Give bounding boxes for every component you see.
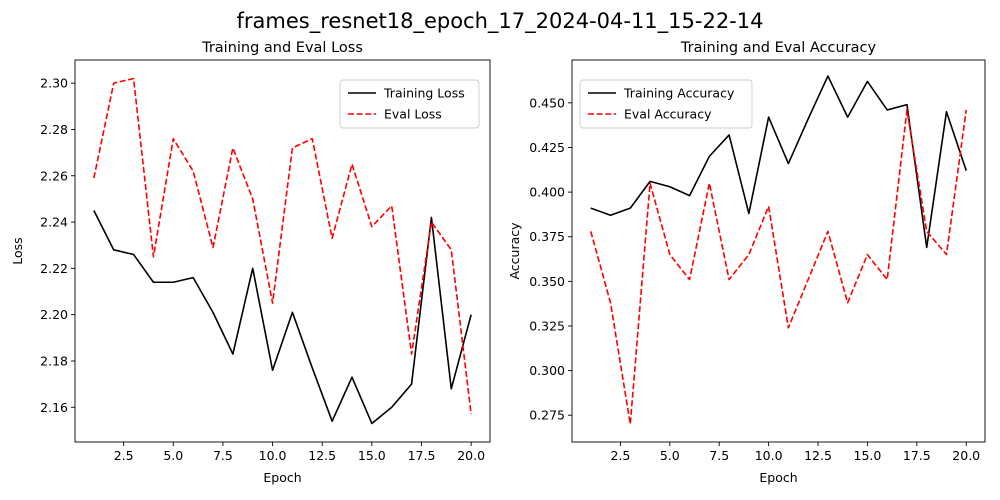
- y-tick-label: 2.24: [40, 215, 68, 230]
- y-tick-label: 0.375: [529, 229, 565, 244]
- y-tick-label: 0.300: [529, 363, 565, 378]
- y-tick-label: 0.450: [529, 95, 565, 110]
- legend-label: Eval Accuracy: [624, 107, 712, 122]
- x-tick-label: 20.0: [457, 448, 485, 463]
- accuracy-chart: Training and Eval Accuracy 2.5 5.0 7.5 10.0 1…: [507, 40, 986, 485]
- x-tick-label: 7.5: [709, 448, 729, 463]
- x-tick-label: 2.5: [610, 448, 630, 463]
- series-line-eval-accuracy: [589, 109, 968, 425]
- y-axis-label: Loss: [10, 237, 25, 264]
- y-tick-label: 0.325: [529, 318, 565, 333]
- loss-chart: Training and Eval Loss 2.5 5.0 7.5 10.0 12.5 1…: [10, 40, 491, 485]
- y-tick-label: 0.350: [529, 274, 565, 289]
- y-axis-label: Accuracy: [507, 222, 522, 280]
- legend-label: Eval Loss: [384, 107, 442, 122]
- chart-title: Training and Eval Loss: [201, 40, 363, 56]
- legend-label: Training Accuracy: [623, 86, 735, 101]
- series-line-training-accuracy: [590, 75, 967, 249]
- x-tick-label: 15.0: [358, 448, 386, 463]
- x-tick-label: 5.0: [163, 448, 183, 463]
- plot-frame: [571, 59, 986, 443]
- x-tick-label: 12.5: [804, 448, 832, 463]
- y-tick-label: 2.18: [40, 353, 68, 368]
- y-tick-label: 2.22: [40, 261, 68, 276]
- x-tick-label: 5.0: [660, 448, 680, 463]
- x-tick-label: 10.0: [755, 448, 783, 463]
- x-tick-label: 15.0: [854, 448, 882, 463]
- legend: Training Accuracy Eval Accuracy: [579, 79, 753, 129]
- series-line-eval-loss: [93, 77, 472, 415]
- y-tick-label: 2.26: [40, 168, 68, 183]
- x-tick-label: 7.5: [213, 448, 233, 463]
- x-axis-label: Epoch: [263, 470, 301, 485]
- legend-box: [579, 79, 753, 129]
- y-tick-label: 0.425: [529, 140, 565, 155]
- x-axis-label: Epoch: [759, 470, 797, 485]
- y-tick-label: 2.16: [40, 400, 68, 415]
- x-tick-label: 17.5: [408, 448, 436, 463]
- y-tick-label: 0.275: [529, 408, 565, 423]
- y-tick-label: 2.30: [40, 76, 68, 91]
- legend: Training Loss Eval Loss: [339, 79, 480, 129]
- x-tick-label: 12.5: [308, 448, 336, 463]
- legend-label: Training Loss: [383, 86, 465, 101]
- x-tick-label: 2.5: [114, 448, 134, 463]
- y-tick-label: 0.400: [529, 185, 565, 200]
- x-tick-label: 10.0: [259, 448, 287, 463]
- figure-suptitle: frames_resnet18_epoch_17_2024-04-11_15-2…: [237, 9, 764, 34]
- plot-frame: [74, 59, 491, 443]
- chart-title: Training and Eval Accuracy: [680, 40, 877, 56]
- series-line-training-loss: [93, 210, 472, 425]
- legend-box: [339, 79, 480, 129]
- x-tick-label: 17.5: [903, 448, 931, 463]
- y-tick-label: 2.20: [40, 307, 68, 322]
- x-tick-label: 20.0: [952, 448, 980, 463]
- y-tick-label: 2.28: [40, 122, 68, 137]
